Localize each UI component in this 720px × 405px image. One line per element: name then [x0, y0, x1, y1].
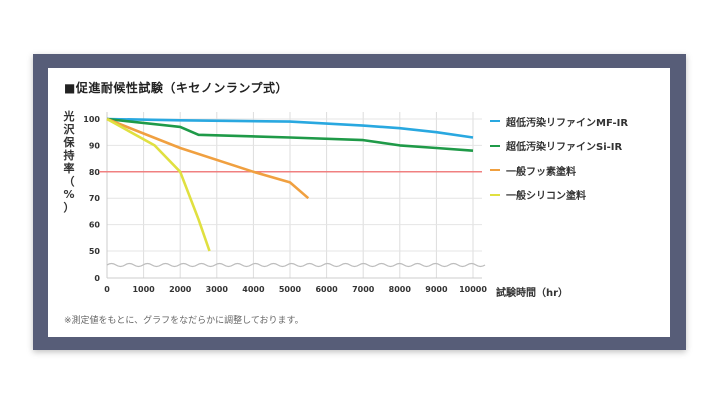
- legend-label: 超低汚染リファインMF-IR: [506, 117, 629, 129]
- legend-swatch-icon: [490, 169, 500, 172]
- x-axis-label: 試験時間（hr）: [496, 288, 569, 299]
- y-axis-label-char: （: [63, 175, 75, 188]
- y-tick-label: 100: [83, 115, 100, 124]
- y-axis-label-char: ）: [63, 201, 75, 214]
- y-axis-label-char: 沢: [63, 123, 75, 136]
- legend-swatch-icon: [490, 193, 500, 196]
- x-tick-label: 9000: [425, 285, 448, 294]
- chart-title: ■促進耐候性試験（キセノンランプ式）: [64, 81, 288, 95]
- x-tick-label: 2000: [169, 285, 192, 294]
- x-tick-label: 10000: [459, 285, 487, 294]
- legend-item: 一般フッ素塗料: [490, 158, 628, 183]
- x-tick-label: 1000: [132, 285, 155, 294]
- y-axis-label-char: 持: [63, 149, 75, 162]
- x-tick-label: 5000: [279, 285, 302, 294]
- y-tick-label: 50: [89, 247, 101, 256]
- series-line: [106, 117, 310, 200]
- legend: 超低汚染リファインMF-IR 超低汚染リファインSi-IR 一般フッ素塗料 一般シリコ…: [490, 109, 628, 207]
- x-tick-label: 3000: [206, 285, 229, 294]
- series-line: [106, 117, 474, 139]
- legend-item: 超低汚染リファインSi-IR: [490, 134, 628, 159]
- series-line: [106, 117, 474, 152]
- y-tick-label: 90: [89, 141, 101, 150]
- legend-label: 一般フッ素塗料: [506, 166, 576, 178]
- y-tick-label: 60: [89, 221, 101, 230]
- y-axis-label-char: %: [63, 188, 75, 201]
- legend-item: 一般シリコン塗料: [490, 183, 628, 208]
- y-axis-label-char: 保: [63, 136, 75, 149]
- y-axis-label-char: 光: [63, 110, 75, 123]
- chart-panel: [48, 68, 670, 337]
- legend-item: 超低汚染リファインMF-IR: [490, 109, 628, 134]
- x-tick-label: 8000: [389, 285, 412, 294]
- y-tick-label: 80: [89, 168, 101, 177]
- x-tick-label: 4000: [242, 285, 265, 294]
- y-tick-label: 70: [89, 194, 101, 203]
- x-tick-label: 0: [104, 285, 110, 294]
- series-line: [106, 117, 211, 252]
- y-axis-label-char: 率: [63, 162, 75, 175]
- x-tick-label: 6000: [315, 285, 338, 294]
- legend-swatch-icon: [490, 120, 500, 123]
- legend-label: 一般シリコン塗料: [506, 191, 586, 203]
- legend-label: 超低汚染リファインSi-IR: [506, 142, 623, 154]
- footnote: ※測定値をもとに、グラフをなだらかに調整しております。: [64, 316, 304, 326]
- axis-break-line: [106, 262, 486, 268]
- legend-swatch-icon: [490, 144, 500, 147]
- x-tick-label: 7000: [352, 285, 375, 294]
- y-tick-label: 0: [94, 274, 100, 283]
- y-axis-label: 光沢保持率（%）: [62, 110, 76, 214]
